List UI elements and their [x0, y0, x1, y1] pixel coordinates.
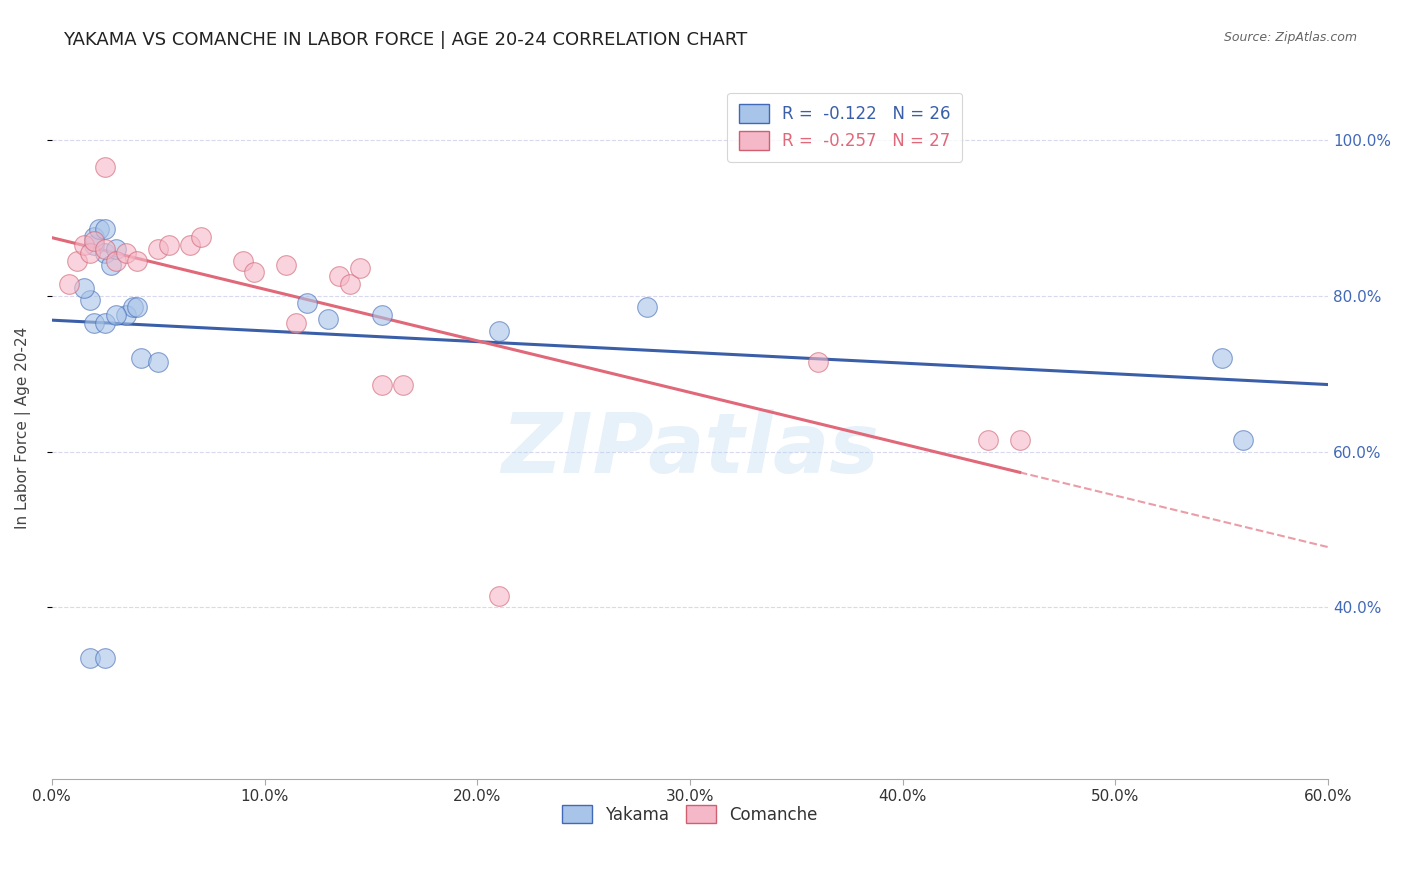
Point	[73, 238, 96, 252]
Point	[129, 351, 152, 365]
Point	[104, 308, 127, 322]
Point	[79, 651, 101, 665]
Point	[636, 301, 658, 315]
Point	[125, 301, 148, 315]
Point	[274, 258, 297, 272]
Point	[190, 230, 212, 244]
Point	[83, 230, 105, 244]
Point	[179, 238, 201, 252]
Point	[125, 253, 148, 268]
Point	[115, 245, 138, 260]
Point	[94, 651, 117, 665]
Point	[328, 269, 350, 284]
Point	[488, 324, 510, 338]
Point	[83, 238, 105, 252]
Point	[243, 265, 266, 279]
Point	[148, 355, 170, 369]
Point	[285, 316, 308, 330]
Text: Source: ZipAtlas.com: Source: ZipAtlas.com	[1223, 31, 1357, 45]
Point	[391, 378, 413, 392]
Point	[104, 253, 127, 268]
Y-axis label: In Labor Force | Age 20-24: In Labor Force | Age 20-24	[15, 327, 31, 529]
Point	[339, 277, 361, 291]
Point	[318, 312, 340, 326]
Point	[148, 242, 170, 256]
Point	[58, 277, 80, 291]
Point	[1232, 433, 1254, 447]
Point	[1008, 433, 1031, 447]
Point	[232, 253, 254, 268]
Point	[79, 245, 101, 260]
Point	[488, 589, 510, 603]
Point	[157, 238, 180, 252]
Point	[295, 296, 318, 310]
Point	[79, 293, 101, 307]
Point	[1211, 351, 1233, 365]
Point	[87, 222, 110, 236]
Point	[83, 316, 105, 330]
Legend: Yakama, Comanche: Yakama, Comanche	[553, 795, 828, 834]
Point	[83, 234, 105, 248]
Point	[94, 245, 117, 260]
Point	[977, 433, 1000, 447]
Point	[94, 316, 117, 330]
Point	[370, 378, 392, 392]
Text: ZIPatlas: ZIPatlas	[501, 409, 879, 490]
Point	[100, 258, 122, 272]
Point	[73, 281, 96, 295]
Point	[66, 253, 89, 268]
Text: YAKAMA VS COMANCHE IN LABOR FORCE | AGE 20-24 CORRELATION CHART: YAKAMA VS COMANCHE IN LABOR FORCE | AGE …	[63, 31, 748, 49]
Point	[104, 242, 127, 256]
Point	[115, 308, 138, 322]
Point	[94, 222, 117, 236]
Point	[807, 355, 830, 369]
Point	[94, 160, 117, 174]
Point	[94, 242, 117, 256]
Point	[349, 261, 371, 276]
Point	[121, 301, 143, 315]
Point	[370, 308, 392, 322]
